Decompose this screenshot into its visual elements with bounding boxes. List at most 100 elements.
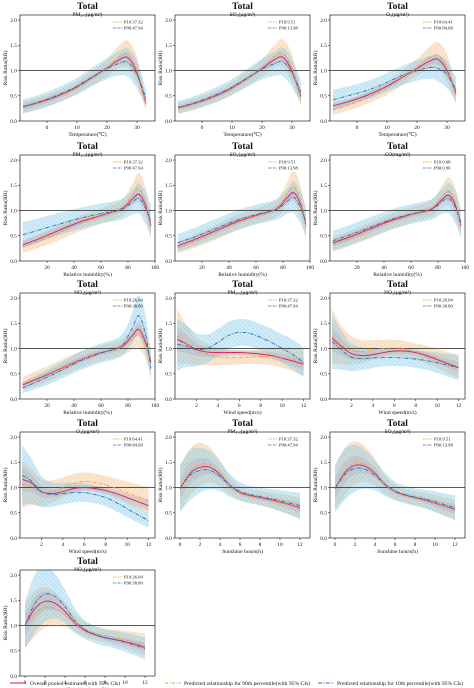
- x-tick-label: 12: [301, 403, 307, 409]
- y-tick-label: 1.5: [165, 43, 172, 49]
- y-tick-label: 0.0: [10, 397, 17, 403]
- x-tick-label: 6: [393, 403, 396, 409]
- line-p10: [177, 196, 307, 244]
- y-tick-label: 0.0: [165, 259, 172, 265]
- y-tick-label: 0.0: [165, 397, 172, 403]
- chart-title: Total: [232, 2, 253, 12]
- x-tick-label: 2: [350, 403, 353, 409]
- line-p10: [331, 341, 459, 369]
- x-tick-label: 10: [384, 125, 390, 131]
- y-tick-label: 1.5: [10, 321, 17, 327]
- legend-p10-label: P10:37.32: [279, 298, 298, 303]
- ci-band-p10-hatch: [332, 313, 459, 381]
- legend-p10-label: P10:9.51: [279, 20, 296, 25]
- plot-frame: [19, 154, 156, 262]
- chart-title: Total: [387, 142, 408, 152]
- x-axis-label: Sunshine hours(h): [67, 686, 108, 688]
- plot-frame: [174, 154, 311, 262]
- line-p10: [332, 197, 462, 242]
- chart-subtitle: NO₂(μg/m³): [384, 289, 411, 296]
- y-tick-label: 2.0: [320, 158, 327, 164]
- ci-band-p10-hatch: [335, 445, 455, 520]
- line-overall: [331, 338, 459, 369]
- x-tick-label: 40: [71, 403, 77, 409]
- plot-area: [175, 39, 310, 114]
- figure-legend: Overall pooled estimates(with 95% CIs) P…: [10, 680, 463, 687]
- y-tick-label: 1.5: [10, 183, 17, 189]
- line-p10: [334, 467, 456, 509]
- x-tick-label: 100: [151, 265, 159, 271]
- line-p10: [22, 61, 147, 107]
- y-tick-label: 1.5: [320, 43, 327, 49]
- x-tick-label: 2: [195, 403, 198, 409]
- x-tick-label: 6: [84, 680, 87, 686]
- line-p90: [176, 335, 304, 364]
- legend-p90-label: P90:38.80: [124, 304, 143, 309]
- y-tick-label: 2.0: [165, 18, 172, 24]
- x-tick-label: 10: [277, 542, 283, 548]
- x-axis-label: Relative humidity(%): [63, 409, 112, 416]
- x-axis-label: Relative humidity(%): [63, 271, 112, 278]
- plot-area: [330, 41, 465, 115]
- y-axis-label: Risk Ratio(RR): [2, 605, 9, 640]
- line-overall: [24, 600, 146, 648]
- x-axis-label: Wind speed(m/s): [223, 409, 261, 416]
- y-axis-label: Risk Ratio(RR): [2, 50, 9, 85]
- line-p90: [334, 462, 456, 511]
- chart-subtitle: NO₂(μg/m³): [74, 566, 101, 573]
- legend-p10-label: Predicted relationship for 10th percenti…: [337, 680, 463, 687]
- x-tick-label: 8: [259, 403, 262, 409]
- y-axis-label: Risk Ratio(RR): [2, 467, 9, 502]
- x-tick-label: 60: [98, 265, 104, 271]
- plot-area: [175, 442, 310, 520]
- y-tick-label: 0.0: [320, 397, 327, 403]
- plot-frame: [19, 292, 156, 400]
- x-tick-label: 10: [122, 680, 128, 686]
- ci-band-overall: [332, 325, 459, 373]
- y-axis-label: Risk Ratio(RR): [312, 328, 319, 363]
- line-overall: [176, 338, 304, 365]
- plot-frame: [329, 431, 466, 539]
- ci-band-p10-hatch: [180, 447, 300, 519]
- y-tick-label: 0.0: [10, 259, 17, 265]
- chart-subtitle: NO₂(μg/m³): [74, 289, 101, 296]
- x-tick-label: 20: [259, 125, 265, 131]
- y-tick-label: 1.0: [165, 208, 172, 214]
- plot-frame: [329, 292, 466, 400]
- y-tick-label: 0.5: [320, 511, 327, 517]
- y-axis-label: Risk Ratio(RR): [157, 328, 164, 363]
- x-tick-label: 4: [64, 680, 67, 686]
- x-tick-label: 8: [259, 542, 262, 548]
- line-p90: [24, 606, 146, 646]
- chart-subtitle: PM₂.₅(μg/m³): [228, 289, 258, 296]
- chart-subtitle: SO₂(μg/m³): [230, 151, 256, 158]
- ci-band-overall: [178, 51, 301, 111]
- plot-frame: [174, 292, 311, 400]
- line-p90: [22, 480, 149, 502]
- y-tick-label: 0.5: [165, 372, 172, 378]
- x-tick-label: 20: [354, 265, 360, 271]
- y-tick-label: 1.5: [320, 321, 327, 327]
- x-tick-label: 0: [179, 542, 182, 548]
- y-tick-label: 0.0: [10, 674, 17, 680]
- x-tick-label: 2: [199, 542, 202, 548]
- y-tick-label: 2.0: [10, 158, 17, 164]
- x-tick-label: 60: [98, 403, 104, 409]
- ci-band-p10-hatch: [177, 318, 304, 378]
- chart-title: Total: [77, 142, 98, 152]
- x-tick-label: 80: [435, 265, 441, 271]
- x-axis-label: Sunshine hours(h): [377, 548, 418, 555]
- legend-overall-label: Overall pooled estimates(with 95% CIs): [30, 680, 120, 687]
- x-tick-label: 100: [461, 265, 469, 271]
- x-tick-label: 20: [414, 125, 420, 131]
- x-tick-label: 4: [62, 542, 65, 548]
- y-tick-label: 0.5: [165, 94, 172, 100]
- x-tick-label: 6: [238, 403, 241, 409]
- x-tick-label: 10: [124, 542, 130, 548]
- plot-frame: [329, 14, 466, 122]
